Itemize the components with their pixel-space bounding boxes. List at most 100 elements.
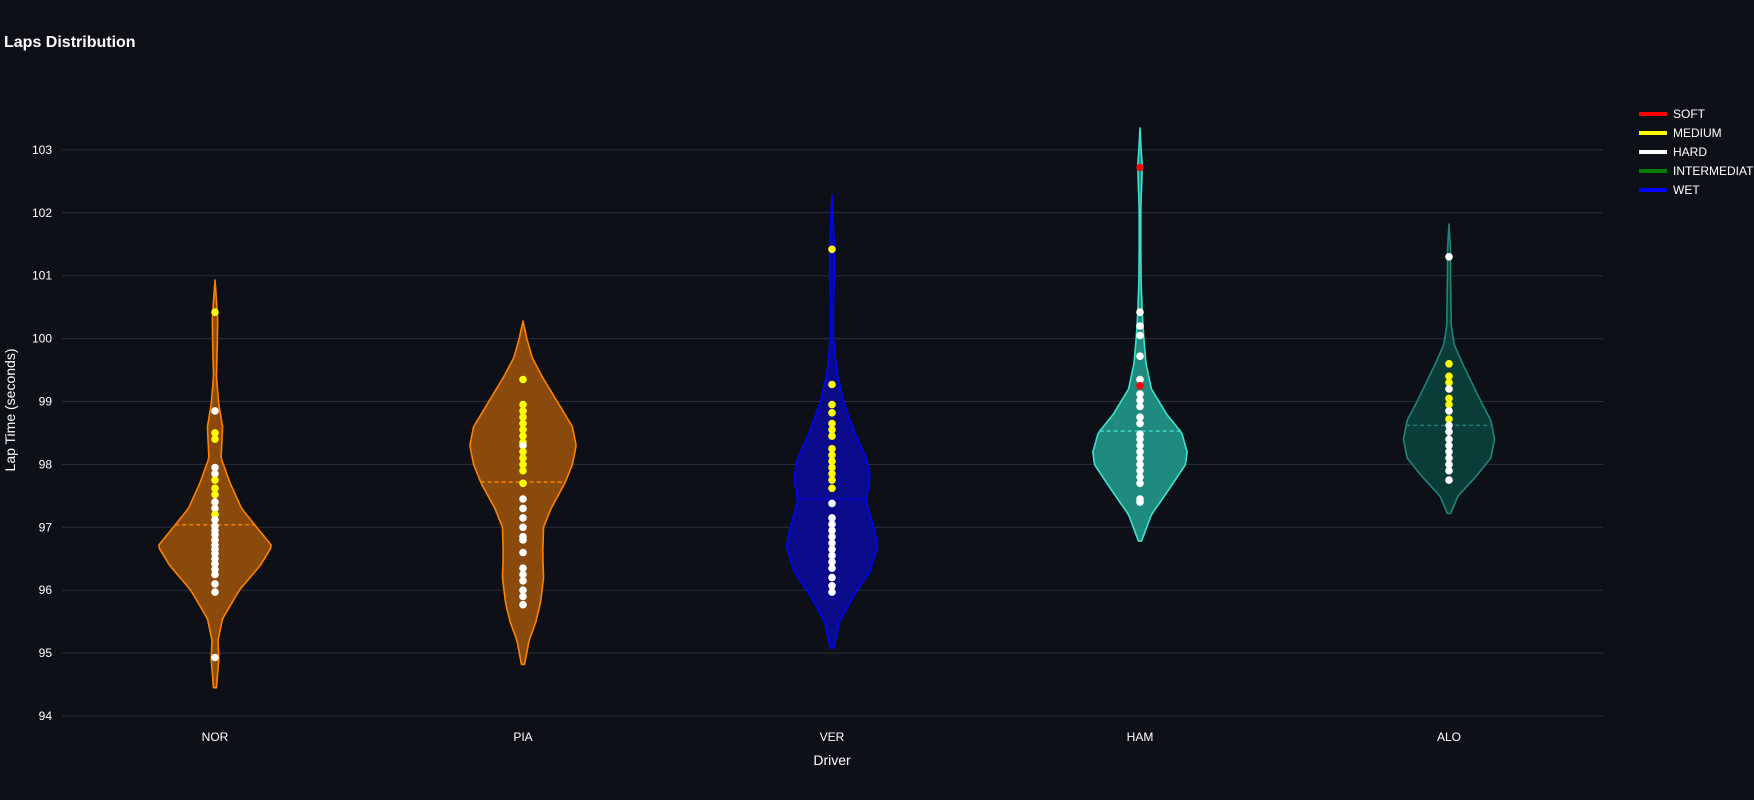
lap-point: [519, 460, 527, 469]
lap-point: [828, 582, 836, 590]
lap-point: [828, 470, 836, 478]
lap-point: [519, 600, 527, 609]
lap-point: [828, 380, 836, 389]
legend-label-medium: MEDIUM: [1673, 126, 1722, 140]
lap-point: [211, 470, 219, 478]
violin-body-alo: [1402, 223, 1496, 515]
lap-point: [1136, 460, 1144, 469]
lap-point: [1445, 448, 1453, 456]
lap-point: [211, 429, 219, 437]
lap-point: [1445, 378, 1453, 387]
lap-point: [828, 476, 836, 484]
lap-point: [1136, 382, 1144, 390]
lap-point: [828, 400, 836, 409]
lap-point: [211, 504, 219, 513]
lap-point: [828, 499, 836, 508]
lap-point: [828, 532, 836, 541]
lap-point: [828, 457, 836, 466]
lap-point: [519, 432, 527, 440]
lap-point: [519, 570, 527, 579]
lap-point: [1136, 441, 1144, 450]
x-tick-label-pia: PIA: [513, 730, 532, 744]
y-tick-label: 96: [39, 583, 53, 597]
lap-point: [519, 504, 527, 513]
y-tick-label: 100: [32, 332, 52, 346]
lap-point: [1445, 427, 1453, 436]
x-tick-label-ham: HAM: [1127, 730, 1154, 744]
lap-point: [211, 463, 219, 472]
lap-point: [1445, 466, 1453, 475]
legend: SOFT MEDIUM HARD INTERMEDIATE WET: [1639, 107, 1754, 197]
lap-point: [1136, 479, 1144, 488]
lap-point: [1136, 375, 1144, 384]
lap-point: [1136, 322, 1144, 330]
y-tick-label: 103: [32, 143, 52, 157]
lap-point: [1445, 454, 1453, 462]
lap-point: [1136, 454, 1144, 462]
lap-point: [211, 308, 219, 317]
lap-point: [1445, 360, 1453, 368]
lap-point: [211, 580, 219, 588]
lap-point: [1136, 308, 1144, 317]
lap-point: [828, 463, 836, 472]
lap-point: [828, 558, 836, 566]
lap-point: [1445, 252, 1453, 261]
lap-point: [1445, 415, 1453, 423]
lap-point: [211, 653, 219, 662]
y-tick-label: 99: [39, 395, 53, 409]
lap-point: [211, 570, 219, 579]
lap-point: [519, 375, 527, 384]
lap-point: [211, 484, 219, 493]
violin-body-nor: [158, 279, 272, 689]
lap-point: [1136, 466, 1144, 475]
legend-label-hard: HARD: [1673, 145, 1707, 159]
lap-point: [1445, 400, 1453, 409]
y-tick-label: 94: [39, 709, 53, 723]
lap-point: [828, 426, 836, 434]
lap-point: [211, 560, 219, 568]
lap-point: [828, 419, 836, 428]
violin-pia: [469, 320, 577, 666]
lap-point: [1136, 390, 1144, 398]
lap-point: [1136, 419, 1144, 428]
lap-point: [519, 514, 527, 522]
lap-point: [828, 245, 836, 254]
lap-point: [828, 520, 836, 528]
chart-title: Laps Distribution: [4, 34, 136, 51]
x-tick-label-ver: VER: [820, 730, 845, 744]
lap-point: [519, 523, 527, 532]
lap-point: [1136, 413, 1144, 422]
lap-point: [519, 448, 527, 456]
lap-point: [519, 441, 527, 450]
lap-point: [828, 444, 836, 453]
lap-point: [1136, 435, 1144, 444]
lap-point: [211, 490, 219, 499]
lap-point: [828, 514, 836, 522]
lap-point: [1136, 498, 1144, 506]
lap-point: [211, 516, 219, 524]
y-tick-label: 97: [39, 520, 53, 534]
lap-point: [519, 577, 527, 585]
violin-body-pia: [469, 320, 577, 666]
lap-point: [1136, 396, 1144, 405]
violin-alo: [1402, 223, 1496, 515]
lap-point: [828, 526, 836, 535]
lap-point: [828, 539, 836, 547]
lap-point: [519, 495, 527, 503]
lap-point: [519, 413, 527, 422]
lap-point: [1136, 331, 1144, 340]
lap-point: [211, 498, 219, 506]
lap-point: [1445, 372, 1453, 381]
x-tick-label-alo: ALO: [1437, 730, 1461, 744]
lap-point: [519, 586, 527, 594]
x-tick-label-nor: NOR: [202, 730, 229, 744]
lap-point: [1445, 385, 1453, 393]
legend-label-wet: WET: [1673, 183, 1700, 197]
lap-point: [1136, 352, 1144, 361]
violin-nor: [158, 279, 272, 689]
lap-point: [211, 407, 219, 415]
lap-point: [828, 588, 836, 596]
lap-point: [519, 419, 527, 428]
lap-point: [828, 545, 836, 554]
lap-point: [828, 409, 836, 417]
